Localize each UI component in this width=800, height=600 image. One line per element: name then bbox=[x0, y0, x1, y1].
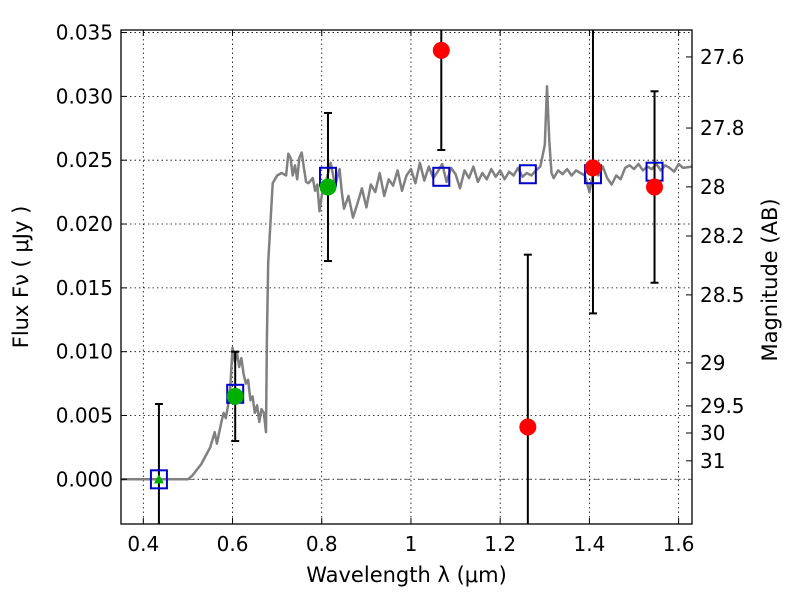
x-axis-label: Wavelength λ (μm) bbox=[306, 563, 507, 587]
photometry-markers bbox=[149, 41, 664, 490]
y-tick-label: 0.035 bbox=[56, 21, 113, 45]
red-data-point bbox=[584, 159, 602, 177]
magnitude-tick-label: 28.5 bbox=[700, 283, 745, 307]
red-data-point bbox=[432, 41, 450, 59]
green-data-point bbox=[319, 178, 337, 196]
magnitude-tick-label: 31 bbox=[700, 449, 725, 473]
model-photometry-square bbox=[149, 469, 168, 490]
upper-limit-triangle bbox=[153, 474, 164, 484]
error-bars bbox=[154, 30, 659, 524]
magnitude-tick-label: 27.6 bbox=[700, 45, 745, 69]
magnitude-tick-label: 29.5 bbox=[700, 394, 745, 418]
y-tick-label: 0.000 bbox=[56, 467, 113, 491]
magnitude-tick-label: 27.8 bbox=[700, 116, 745, 140]
magnitude-axis-label: Magnitude (AB) bbox=[758, 198, 782, 361]
red-data-point bbox=[519, 418, 537, 436]
plot-frame bbox=[120, 29, 693, 525]
y-tick-label: 0.030 bbox=[56, 84, 113, 108]
x-tick-label: 1 bbox=[405, 532, 418, 556]
model-photometry-square bbox=[432, 166, 451, 187]
y-tick-label: 0.015 bbox=[56, 276, 113, 300]
x-tick-label: 0.8 bbox=[306, 532, 338, 556]
x-tick-label: 1.4 bbox=[573, 532, 605, 556]
y-axis-label: Flux Fν ( μJy ) bbox=[9, 206, 33, 349]
y-tick-label: 0.005 bbox=[56, 403, 113, 427]
x-tick-label: 0.4 bbox=[127, 532, 159, 556]
model-spectrum-layer bbox=[121, 84, 693, 481]
magnitude-tick-label: 28.2 bbox=[700, 224, 745, 248]
green-data-point bbox=[226, 387, 244, 405]
magnitude-tick-label: 30 bbox=[700, 421, 725, 445]
y-tick-label: 0.010 bbox=[56, 340, 113, 364]
spectrum-line bbox=[121, 84, 693, 481]
axis-ticks: 0.4 0.6 0.8 1 1.2 1.4 1.6 0.000 0.005 0.010 0.015 0… bbox=[56, 21, 745, 556]
magnitude-tick-label: 29 bbox=[700, 351, 725, 375]
y-tick-label: 0.025 bbox=[56, 148, 113, 172]
x-tick-label: 0.6 bbox=[217, 532, 249, 556]
red-data-point bbox=[646, 178, 664, 196]
x-tick-label: 1.2 bbox=[484, 532, 516, 556]
model-photometry-square bbox=[518, 164, 537, 185]
x-tick-label: 1.6 bbox=[663, 532, 695, 556]
magnitude-tick-label: 28 bbox=[700, 175, 725, 199]
grid bbox=[121, 30, 692, 524]
y-tick-label: 0.020 bbox=[56, 212, 113, 236]
